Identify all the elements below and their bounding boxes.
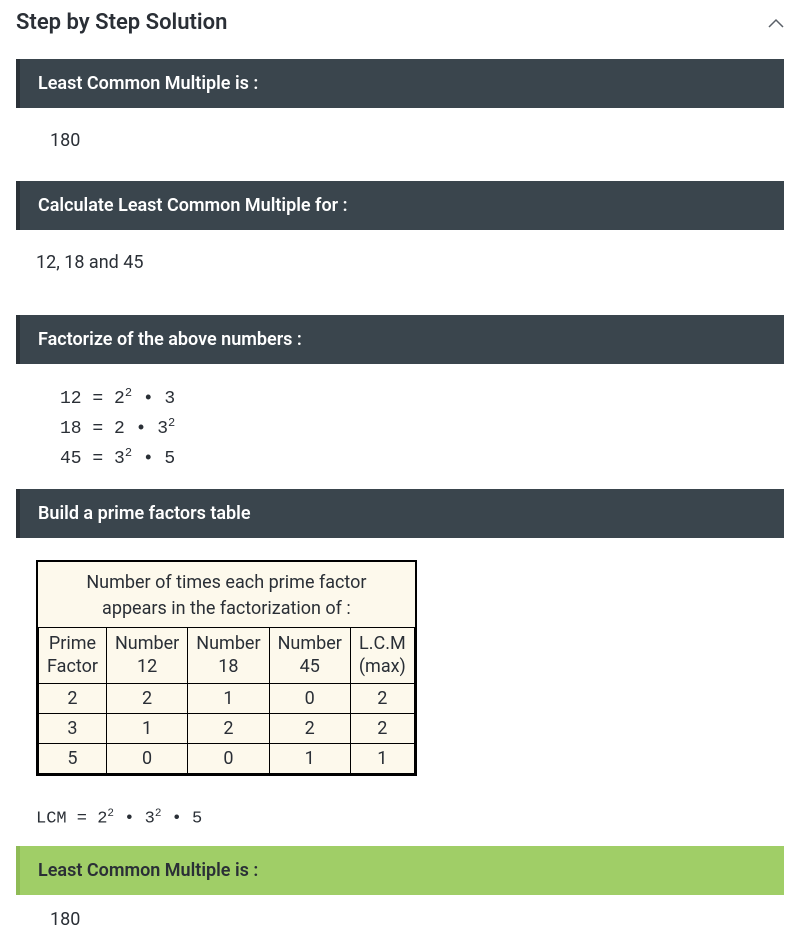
caption-line-2: appears in the factorization of : [102,598,351,619]
section-header-lcm-result: Least Common Multiple is : [16,59,784,108]
table-row: 31222 [39,713,415,743]
table-cell: 0 [269,683,350,713]
table-cell: 2 [350,683,414,713]
table-cell: 1 [106,713,187,743]
section-header-factorize: Factorize of the above numbers : [16,315,784,364]
table-header-cell: L.C.M(max) [350,627,414,683]
page-title: Step by Step Solution [16,10,227,35]
section-header-final: Least Common Multiple is : [16,846,784,895]
table-header-cell: PrimeFactor [39,627,107,683]
calculate-values: 12, 18 and 45 [0,230,800,315]
page: Step by Step Solution Least Common Multi… [0,0,800,938]
table-cell: 2 [350,713,414,743]
table-cell: 1 [269,743,350,773]
factorize-line: 18 = 2 • 32 [60,414,780,444]
table-cell: 1 [350,743,414,773]
table-header-cell: Number45 [269,627,350,683]
table-cell: 2 [188,713,269,743]
factorize-line: 12 = 22 • 3 [60,384,780,414]
table-header-cell: Number12 [106,627,187,683]
title-row[interactable]: Step by Step Solution [0,0,800,59]
lcm-result-value: 180 [0,108,800,181]
table-cell: 2 [39,683,107,713]
section-header-prime-table: Build a prime factors table [16,489,784,538]
prime-factors-table: PrimeFactorNumber12Number18Number45L.C.M… [38,627,415,774]
factorize-line: 45 = 32 • 5 [60,444,780,474]
table-row: 50011 [39,743,415,773]
table-cell: 3 [39,713,107,743]
section-header-calculate: Calculate Least Common Multiple for : [16,181,784,230]
collapse-chevron-icon[interactable] [768,12,784,33]
final-lcm-value: 180 [0,895,800,938]
prime-table-section: Number of times each prime factor appear… [0,538,800,791]
caption-line-1: Number of times each prime factor [86,572,366,593]
table-cell: 0 [188,743,269,773]
factorize-list: 12 = 22 • 318 = 2 • 3245 = 32 • 5 [0,364,800,489]
prime-factors-table-wrap: Number of times each prime factor appear… [36,560,417,775]
prime-table-caption: Number of times each prime factor appear… [38,562,415,626]
table-cell: 0 [106,743,187,773]
table-cell: 5 [39,743,107,773]
table-row: 22102 [39,683,415,713]
table-cell: 2 [269,713,350,743]
table-cell: 1 [188,683,269,713]
table-cell: 2 [106,683,187,713]
table-header-cell: Number18 [188,627,269,683]
lcm-expression: LCM = 22 • 32 • 5 [0,792,800,847]
